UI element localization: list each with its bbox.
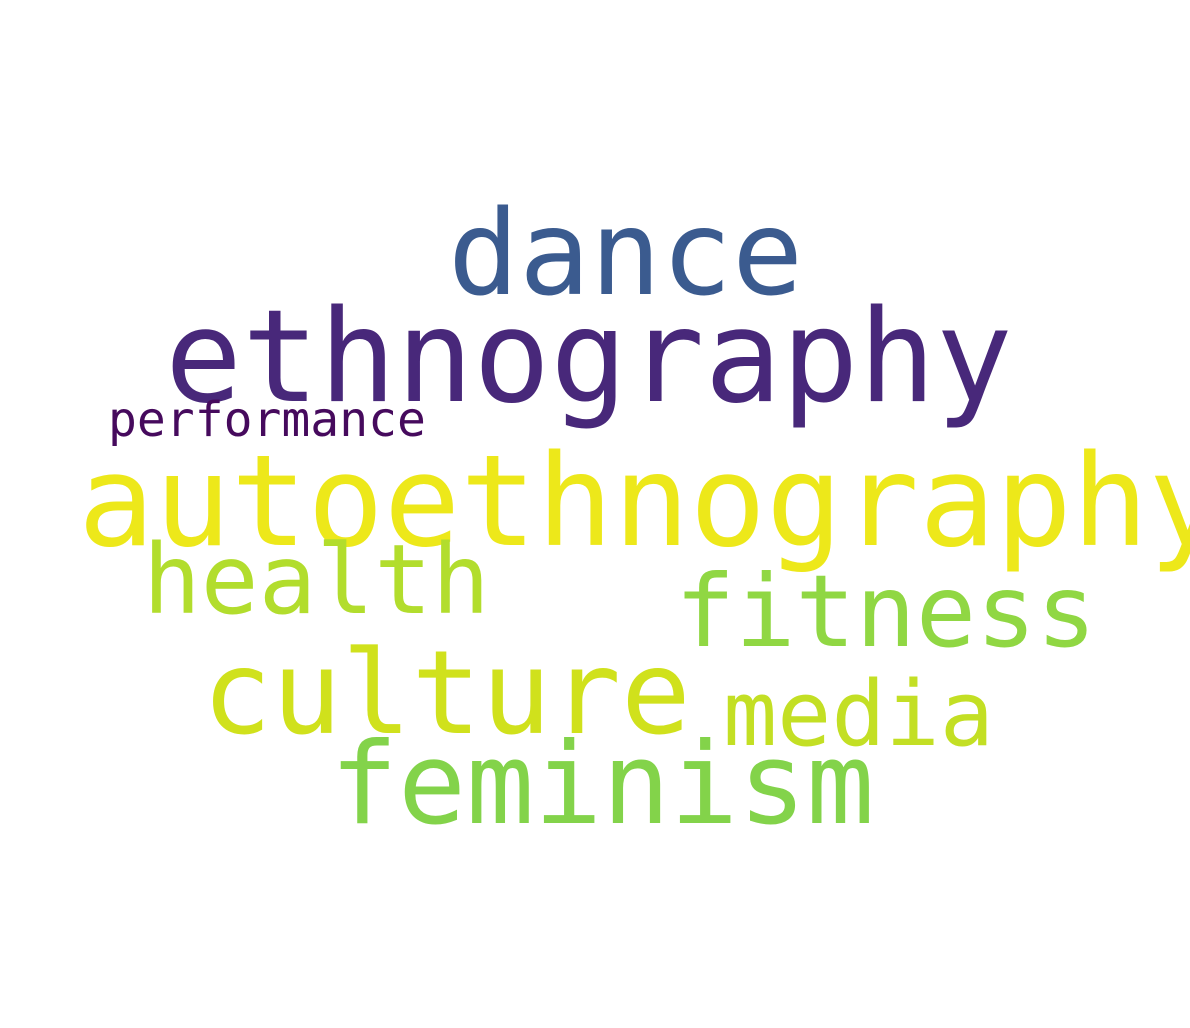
word-feminism: feminism [330, 718, 875, 850]
word-ethnography: ethnography [165, 283, 1013, 432]
word-dance: dance [448, 184, 804, 322]
word-fitness: fitness [675, 553, 1097, 670]
word-media: media [723, 662, 994, 767]
word-culture: culture [202, 626, 691, 761]
word-autoethnography: autoethnography [78, 427, 1190, 575]
word-performance: performance [108, 392, 426, 448]
word-health: health [143, 524, 490, 636]
